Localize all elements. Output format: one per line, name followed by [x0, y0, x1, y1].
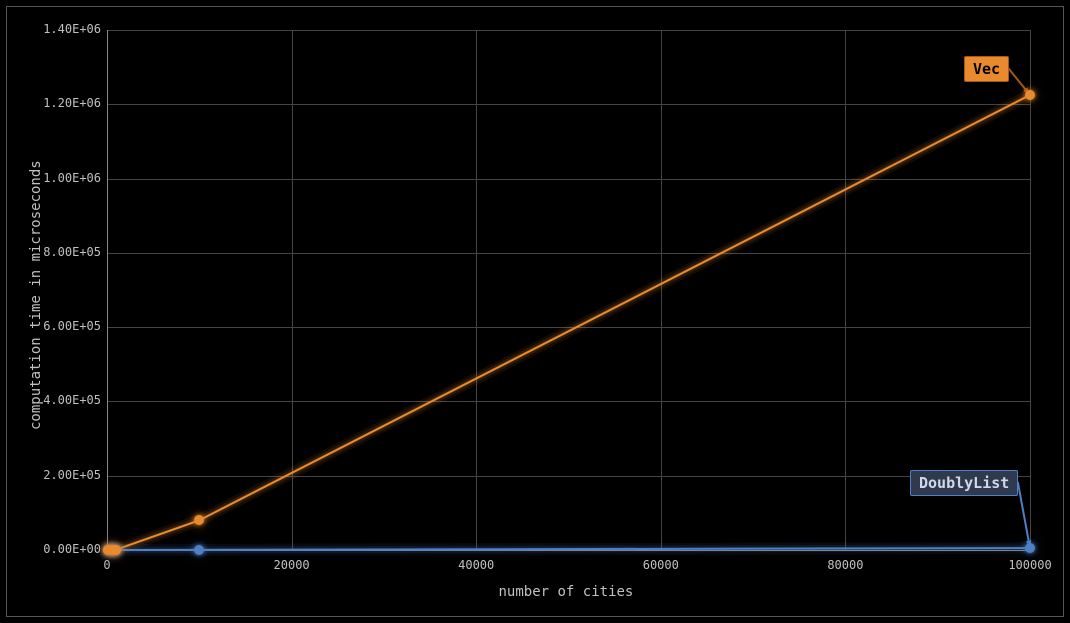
- annotation-doublylist-label: DoublyList: [910, 470, 1018, 496]
- series-doublylist-marker: [1025, 543, 1035, 553]
- series-doublylist-marker: [194, 545, 204, 555]
- y-axis-label: computation time in microseconds: [28, 160, 44, 430]
- annotation-vec-label: Vec: [964, 56, 1009, 82]
- series-vec-marker: [111, 545, 121, 555]
- lines-layer: [0, 0, 1070, 623]
- x-axis-label: number of cities: [499, 584, 634, 600]
- series-vec-marker: [194, 515, 204, 525]
- series-vec-marker: [1025, 90, 1035, 100]
